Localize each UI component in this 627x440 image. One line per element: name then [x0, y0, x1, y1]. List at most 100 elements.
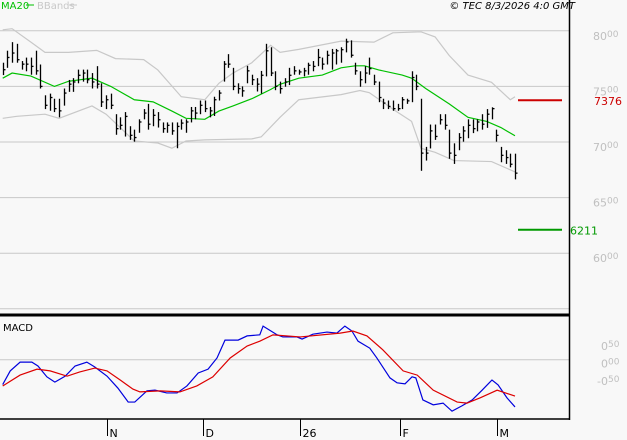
ohlc-bar: [232, 67, 236, 91]
ohlc-bar: [96, 66, 100, 89]
ohlc-bar: [476, 119, 480, 132]
price-marker-label: 7376: [594, 95, 622, 108]
ohlc-bar: [335, 48, 339, 65]
ma20-line: [2, 65, 516, 137]
ohlc-bar: [237, 83, 241, 94]
ohlc-bar: [472, 119, 476, 134]
ohlc-bar: [180, 119, 184, 130]
ohlc-bar: [86, 69, 90, 84]
ohlc-bar: [143, 109, 147, 120]
copyright-timestamp: © TEC 8/3/2026 4:0 GMT: [449, 1, 576, 12]
legend-ma20-label: MA20: [1, 1, 29, 12]
ohlc-bar: [119, 117, 123, 130]
ohlc-bar: [138, 119, 142, 133]
ohlc-bar: [68, 79, 72, 92]
ohlc-bar: [434, 124, 438, 140]
ohlc-bar: [420, 98, 424, 171]
ohlc-bar: [260, 70, 264, 94]
ohlc-bar: [387, 100, 391, 110]
ohlc-bar: [354, 62, 358, 75]
ohlc-bar: [453, 143, 457, 164]
ohlc-bar: [199, 100, 203, 115]
ohlc-bar: [265, 43, 269, 77]
ohlc-bar: [115, 114, 119, 135]
ohlc-bar: [49, 93, 53, 111]
bbands-upper-line: [2, 28, 516, 101]
ohlc-bar: [373, 74, 377, 86]
time-axis: N D 26 F M: [107, 419, 509, 440]
ohlc-bar: [105, 95, 109, 110]
ohlc-bar: [223, 61, 227, 82]
time-axis-label: 26: [303, 427, 317, 440]
ohlc-bar: [500, 146, 504, 163]
price-axis-label: 6500: [593, 197, 619, 210]
ohlc-bar: [326, 50, 330, 65]
ohlc-bar: [246, 65, 250, 84]
ohlc-bar: [429, 124, 433, 149]
ohlc-bar: [185, 119, 189, 133]
ohlc-bar: [82, 69, 86, 82]
macd-line: [2, 325, 516, 412]
ohlc-bar: [11, 42, 15, 63]
time-axis-label: F: [403, 427, 409, 440]
ohlc-bar: [415, 74, 419, 91]
ohlc-bar: [6, 50, 10, 68]
price-axis-label: 8000: [593, 30, 619, 43]
price-axis-label: 7000: [593, 141, 619, 154]
ohlc-bar: [157, 112, 161, 128]
macd-signal-line: [2, 330, 516, 404]
ohlc-bar: [91, 73, 95, 89]
ohlc-bar: [77, 69, 81, 84]
ohlc-bar: [279, 81, 283, 94]
ohlc-bars: [2, 38, 518, 180]
ohlc-bar: [481, 114, 485, 130]
ohlc-bar: [331, 48, 335, 70]
ohlc-bar: [176, 122, 180, 149]
ohlc-bar: [307, 62, 311, 75]
ohlc-bar: [39, 64, 43, 89]
ohlc-bar: [72, 78, 76, 92]
ohlc-bar: [359, 71, 363, 87]
ohlc-bar: [152, 109, 156, 127]
ohlc-bar: [345, 38, 349, 53]
ohlc-bar: [44, 95, 48, 110]
ohlc-bar: [25, 57, 29, 72]
ma20-series-line: [2, 65, 516, 137]
ohlc-bar: [241, 86, 245, 97]
macd-title: MACD: [3, 323, 33, 334]
ohlc-bar: [509, 153, 513, 168]
ohlc-bar: [298, 69, 302, 75]
macd-axis-label: 000: [601, 358, 620, 371]
ohlc-bar: [293, 66, 297, 75]
price-axis-label: 6000: [593, 252, 619, 265]
ohlc-bar: [288, 67, 292, 86]
ohlc-bar: [2, 62, 6, 76]
ohlc-bar: [213, 96, 217, 116]
ohlc-bar: [350, 40, 354, 58]
legend-bbands-label: BBands: [37, 1, 75, 12]
ohlc-bar: [378, 81, 382, 103]
ohlc-bar: [166, 122, 170, 133]
ohlc-bar: [58, 98, 62, 118]
ohlc-bar: [100, 83, 104, 107]
ohlc-bar: [270, 47, 274, 77]
ohlc-bar: [321, 57, 325, 70]
ohlc-bar: [397, 103, 401, 111]
ohlc-bar: [486, 109, 490, 128]
ohlc-bar: [63, 88, 67, 106]
grid-lines: [0, 30, 569, 361]
price-axis-labels: 8000 7500 7000 6500 6000 050 000 -050: [593, 30, 620, 388]
ohlc-bar: [448, 129, 452, 159]
bbands-lower-line: [2, 89, 516, 173]
ohlc-bar: [16, 43, 20, 63]
ohlc-bar: [364, 66, 368, 84]
ohlc-bar: [256, 78, 260, 92]
macd-axis-label: -050: [597, 375, 620, 388]
ohlc-bar: [147, 103, 151, 130]
ohlc-bar: [284, 78, 288, 87]
ohlc-bar: [209, 106, 213, 118]
ohlc-bar: [162, 122, 166, 133]
ohlc-bar: [444, 114, 448, 130]
ohlc-bar: [425, 146, 429, 161]
